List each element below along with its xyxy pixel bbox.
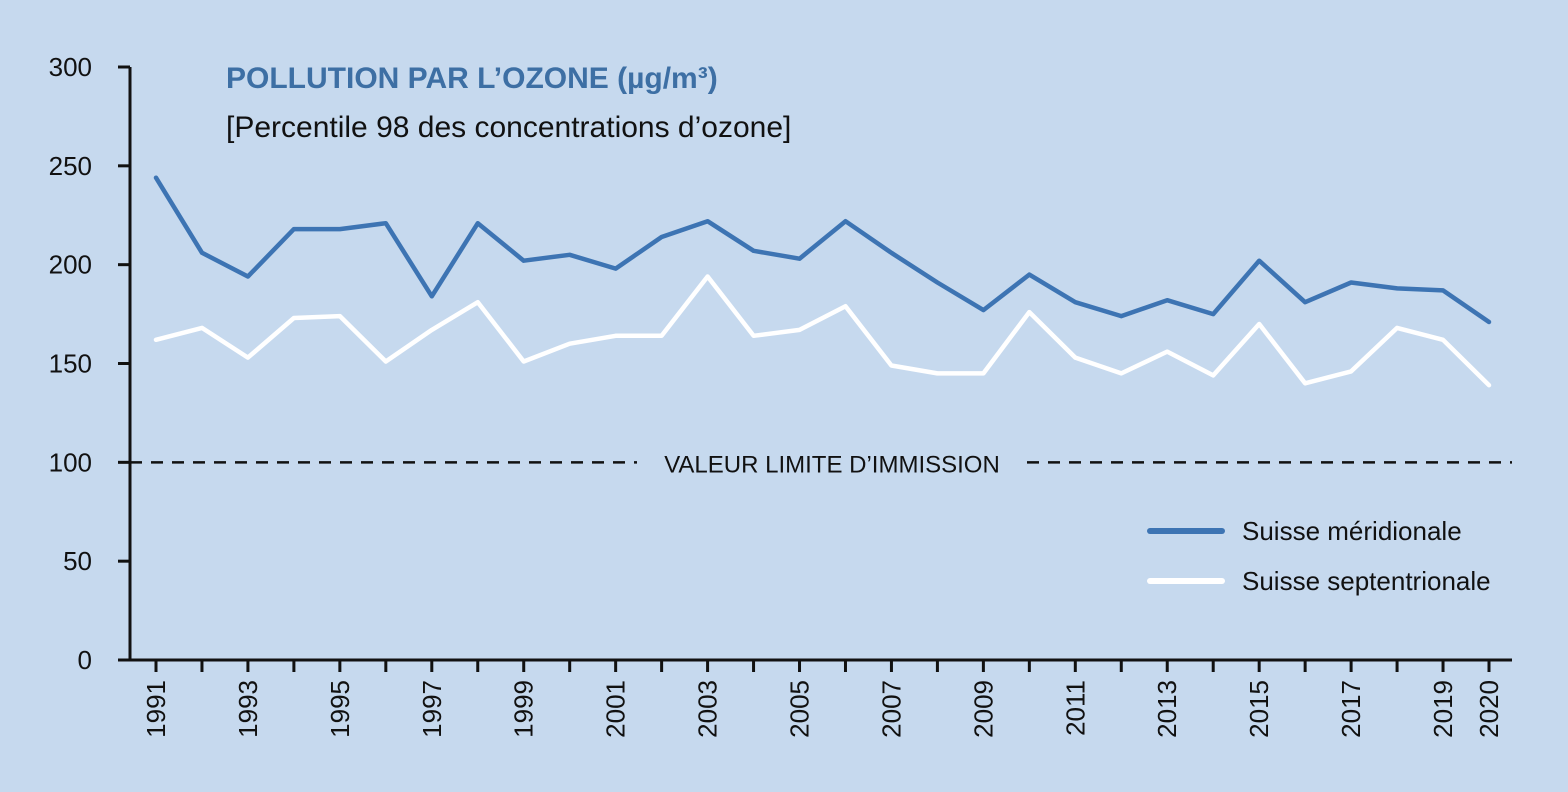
x-tick-label: 2009: [968, 680, 998, 738]
reference-line-label: VALEUR LIMITE D’IMMISSION: [664, 451, 1000, 478]
legend: Suisse méridionale Suisse septentrionale: [1147, 516, 1491, 596]
x-tick-label: 2015: [1244, 680, 1274, 738]
y-tick-label: 0: [78, 645, 92, 675]
x-tick-label: 2003: [693, 680, 723, 738]
series-line-suisse-meridionale: [153, 175, 1492, 325]
axes: 0 50 100 150 200 250 300 1991 1993 1995 1997 1999 20…: [49, 52, 1512, 738]
y-tick-label: 300: [49, 52, 92, 82]
x-tick-label: 2005: [785, 680, 815, 738]
x-tick-label: 2007: [876, 680, 906, 738]
x-tick-label: 2001: [601, 680, 631, 738]
x-tick-label: 2019: [1428, 680, 1458, 738]
x-tick-label: 1991: [141, 680, 171, 738]
x-tick-label: 1995: [325, 680, 355, 738]
x-tick-label: 2013: [1152, 680, 1182, 738]
x-tick-label: 2017: [1336, 680, 1366, 738]
y-tick-label: 100: [49, 447, 92, 477]
y-tick-label: 200: [49, 250, 92, 280]
y-tick-label: 50: [63, 546, 92, 576]
x-tick-label: 2011: [1060, 680, 1090, 736]
x-tick-label: 1999: [509, 680, 539, 738]
legend-label: Suisse méridionale: [1242, 516, 1462, 546]
x-tick-label: 1997: [417, 680, 447, 738]
chart-subtitle: [Percentile 98 des concentrations d’ozon…: [226, 111, 791, 144]
y-tick-label: 150: [49, 349, 92, 379]
chart-title: POLLUTION PAR L’OZONE (µg/m³): [226, 62, 718, 95]
x-tick-label: 1993: [233, 680, 263, 738]
legend-label: Suisse septentrionale: [1242, 566, 1491, 596]
y-tick-label: 250: [49, 151, 92, 181]
series-group: [153, 175, 1492, 388]
x-tick-label: 2020: [1474, 680, 1504, 738]
series-line-suisse-septentrionale: [153, 274, 1492, 388]
